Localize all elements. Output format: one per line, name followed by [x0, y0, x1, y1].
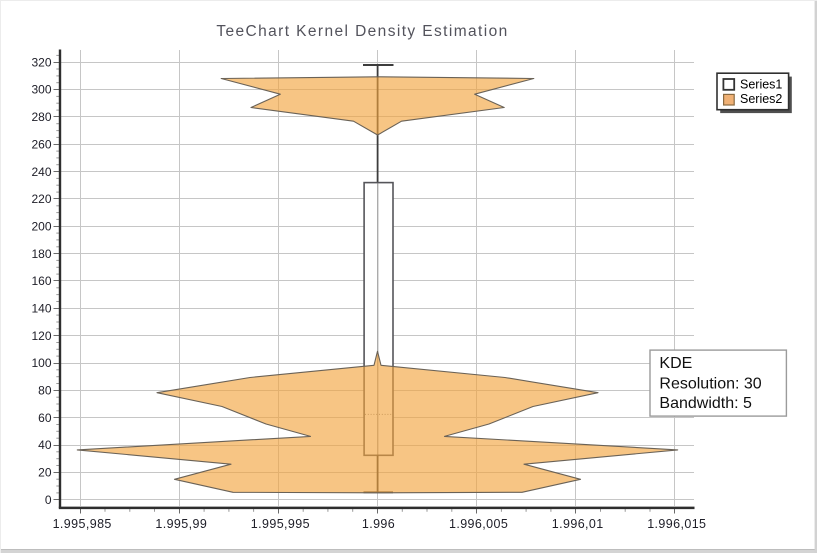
svg-text:180: 180	[31, 247, 51, 261]
svg-text:60: 60	[38, 411, 52, 425]
svg-text:KDE: KDE	[659, 355, 692, 372]
svg-text:320: 320	[31, 55, 51, 69]
svg-text:1.995,99: 1.995,99	[155, 517, 207, 531]
svg-text:1.996,015: 1.996,015	[647, 517, 706, 531]
svg-text:40: 40	[38, 438, 52, 452]
svg-text:Series1: Series1	[740, 77, 782, 91]
svg-text:0: 0	[45, 493, 52, 507]
svg-text:Bandwidth: 5: Bandwidth: 5	[659, 395, 752, 412]
svg-text:20: 20	[38, 466, 52, 480]
svg-text:Series2: Series2	[740, 92, 782, 106]
svg-text:1.995,995: 1.995,995	[251, 517, 310, 531]
svg-text:Resolution: 30: Resolution: 30	[659, 375, 761, 392]
svg-text:1.995,985: 1.995,985	[53, 517, 112, 531]
svg-text:160: 160	[31, 274, 51, 288]
svg-text:100: 100	[31, 356, 51, 370]
svg-text:260: 260	[31, 137, 51, 151]
svg-text:1.996: 1.996	[362, 517, 395, 531]
svg-text:1.996,005: 1.996,005	[449, 517, 508, 531]
svg-text:220: 220	[31, 192, 51, 206]
svg-text:300: 300	[31, 83, 51, 97]
svg-text:TeeChart Kernel Density Estima: TeeChart Kernel Density Estimation	[216, 23, 508, 40]
svg-text:120: 120	[31, 329, 51, 343]
svg-text:1.996,01: 1.996,01	[552, 517, 604, 531]
svg-text:200: 200	[31, 220, 51, 234]
svg-text:280: 280	[31, 110, 51, 124]
svg-text:80: 80	[38, 384, 52, 398]
svg-text:240: 240	[31, 165, 51, 179]
svg-text:140: 140	[31, 302, 51, 316]
